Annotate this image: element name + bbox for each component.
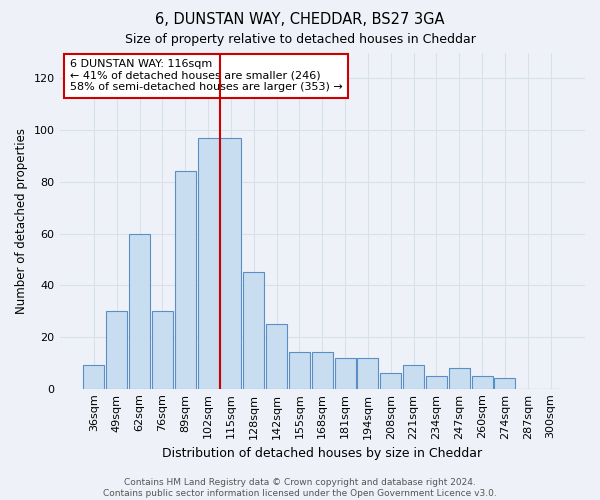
- Bar: [106, 311, 127, 388]
- Bar: [220, 138, 241, 388]
- Text: 6 DUNSTAN WAY: 116sqm
← 41% of detached houses are smaller (246)
58% of semi-det: 6 DUNSTAN WAY: 116sqm ← 41% of detached …: [70, 59, 343, 92]
- Bar: [472, 376, 493, 388]
- Text: 6, DUNSTAN WAY, CHEDDAR, BS27 3GA: 6, DUNSTAN WAY, CHEDDAR, BS27 3GA: [155, 12, 445, 28]
- Bar: [449, 368, 470, 388]
- Text: Size of property relative to detached houses in Cheddar: Size of property relative to detached ho…: [125, 32, 475, 46]
- X-axis label: Distribution of detached houses by size in Cheddar: Distribution of detached houses by size …: [162, 447, 482, 460]
- Bar: [266, 324, 287, 388]
- Bar: [175, 172, 196, 388]
- Bar: [426, 376, 447, 388]
- Bar: [83, 366, 104, 388]
- Y-axis label: Number of detached properties: Number of detached properties: [15, 128, 28, 314]
- Bar: [358, 358, 379, 388]
- Text: Contains HM Land Registry data © Crown copyright and database right 2024.
Contai: Contains HM Land Registry data © Crown c…: [103, 478, 497, 498]
- Bar: [152, 311, 173, 388]
- Bar: [243, 272, 264, 388]
- Bar: [494, 378, 515, 388]
- Bar: [312, 352, 333, 388]
- Bar: [197, 138, 218, 388]
- Bar: [403, 366, 424, 388]
- Bar: [289, 352, 310, 388]
- Bar: [380, 373, 401, 388]
- Bar: [129, 234, 150, 388]
- Bar: [335, 358, 356, 388]
